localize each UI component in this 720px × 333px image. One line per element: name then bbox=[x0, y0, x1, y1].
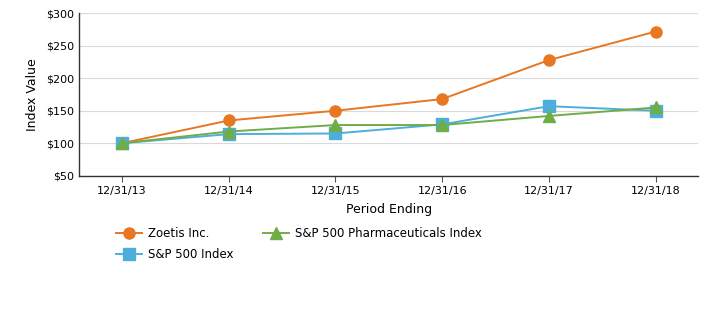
S&P 500 Pharmaceuticals Index bbox=[438, 123, 446, 127]
S&P 500 Index bbox=[331, 132, 340, 136]
S&P 500 Index bbox=[652, 109, 660, 113]
X-axis label: Period Ending: Period Ending bbox=[346, 203, 432, 216]
Line: S&P 500 Pharmaceuticals Index: S&P 500 Pharmaceuticals Index bbox=[116, 101, 662, 150]
Line: Zoetis Inc.: Zoetis Inc. bbox=[117, 26, 661, 149]
S&P 500 Index bbox=[544, 104, 553, 108]
Zoetis Inc. bbox=[544, 58, 553, 62]
Y-axis label: Index Value: Index Value bbox=[26, 58, 40, 131]
S&P 500 Index bbox=[438, 123, 446, 127]
S&P 500 Pharmaceuticals Index bbox=[544, 114, 553, 118]
Zoetis Inc. bbox=[652, 30, 660, 34]
Zoetis Inc. bbox=[331, 109, 340, 113]
Zoetis Inc. bbox=[117, 141, 126, 145]
S&P 500 Pharmaceuticals Index bbox=[652, 106, 660, 110]
S&P 500 Index bbox=[117, 141, 126, 145]
Line: S&P 500 Index: S&P 500 Index bbox=[117, 101, 661, 149]
S&P 500 Pharmaceuticals Index bbox=[331, 123, 340, 127]
Zoetis Inc. bbox=[225, 119, 233, 123]
S&P 500 Index bbox=[225, 132, 233, 136]
S&P 500 Pharmaceuticals Index bbox=[117, 141, 126, 145]
Legend: Zoetis Inc., S&P 500 Index, S&P 500 Pharmaceuticals Index: Zoetis Inc., S&P 500 Index, S&P 500 Phar… bbox=[116, 227, 482, 261]
Zoetis Inc. bbox=[438, 97, 446, 101]
S&P 500 Pharmaceuticals Index bbox=[225, 130, 233, 134]
